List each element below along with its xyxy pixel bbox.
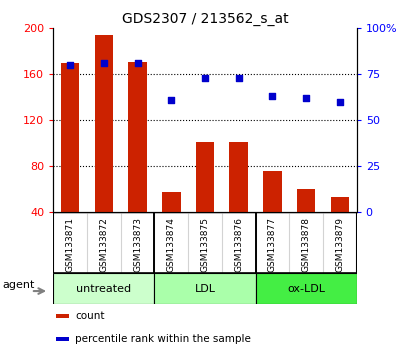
Text: LDL: LDL: [194, 284, 215, 293]
Point: [168, 97, 174, 103]
Bar: [296, 189, 315, 212]
Bar: [154, 273, 255, 304]
Bar: [56, 314, 69, 318]
Bar: [128, 62, 146, 212]
Point: [67, 62, 73, 68]
Point: [100, 61, 107, 66]
Text: GSM133874: GSM133874: [166, 217, 175, 272]
Text: percentile rank within the sample: percentile rank within the sample: [75, 334, 250, 344]
Title: GDS2307 / 213562_s_at: GDS2307 / 213562_s_at: [121, 12, 288, 26]
Bar: [255, 273, 356, 304]
Bar: [229, 142, 247, 212]
Bar: [56, 337, 69, 341]
Text: GSM133876: GSM133876: [234, 217, 243, 272]
Text: count: count: [75, 311, 104, 321]
Bar: [195, 142, 214, 212]
Bar: [162, 192, 180, 212]
Point: [336, 99, 342, 105]
Text: GSM133872: GSM133872: [99, 217, 108, 272]
Point: [201, 75, 208, 81]
Text: GSM133879: GSM133879: [335, 217, 344, 272]
Bar: [330, 198, 348, 212]
Bar: [263, 171, 281, 212]
Text: GSM133878: GSM133878: [301, 217, 310, 272]
Point: [302, 96, 309, 101]
Text: GSM133875: GSM133875: [200, 217, 209, 272]
Text: GSM133871: GSM133871: [65, 217, 74, 272]
Point: [268, 93, 275, 99]
Bar: [53, 273, 154, 304]
Bar: [61, 63, 79, 212]
Text: ox-LDL: ox-LDL: [286, 284, 324, 293]
Text: GSM133877: GSM133877: [267, 217, 276, 272]
Text: agent: agent: [3, 280, 35, 290]
Point: [235, 75, 241, 81]
Point: [134, 61, 141, 66]
Bar: [94, 35, 113, 212]
Text: GSM133873: GSM133873: [133, 217, 142, 272]
Text: untreated: untreated: [76, 284, 131, 293]
